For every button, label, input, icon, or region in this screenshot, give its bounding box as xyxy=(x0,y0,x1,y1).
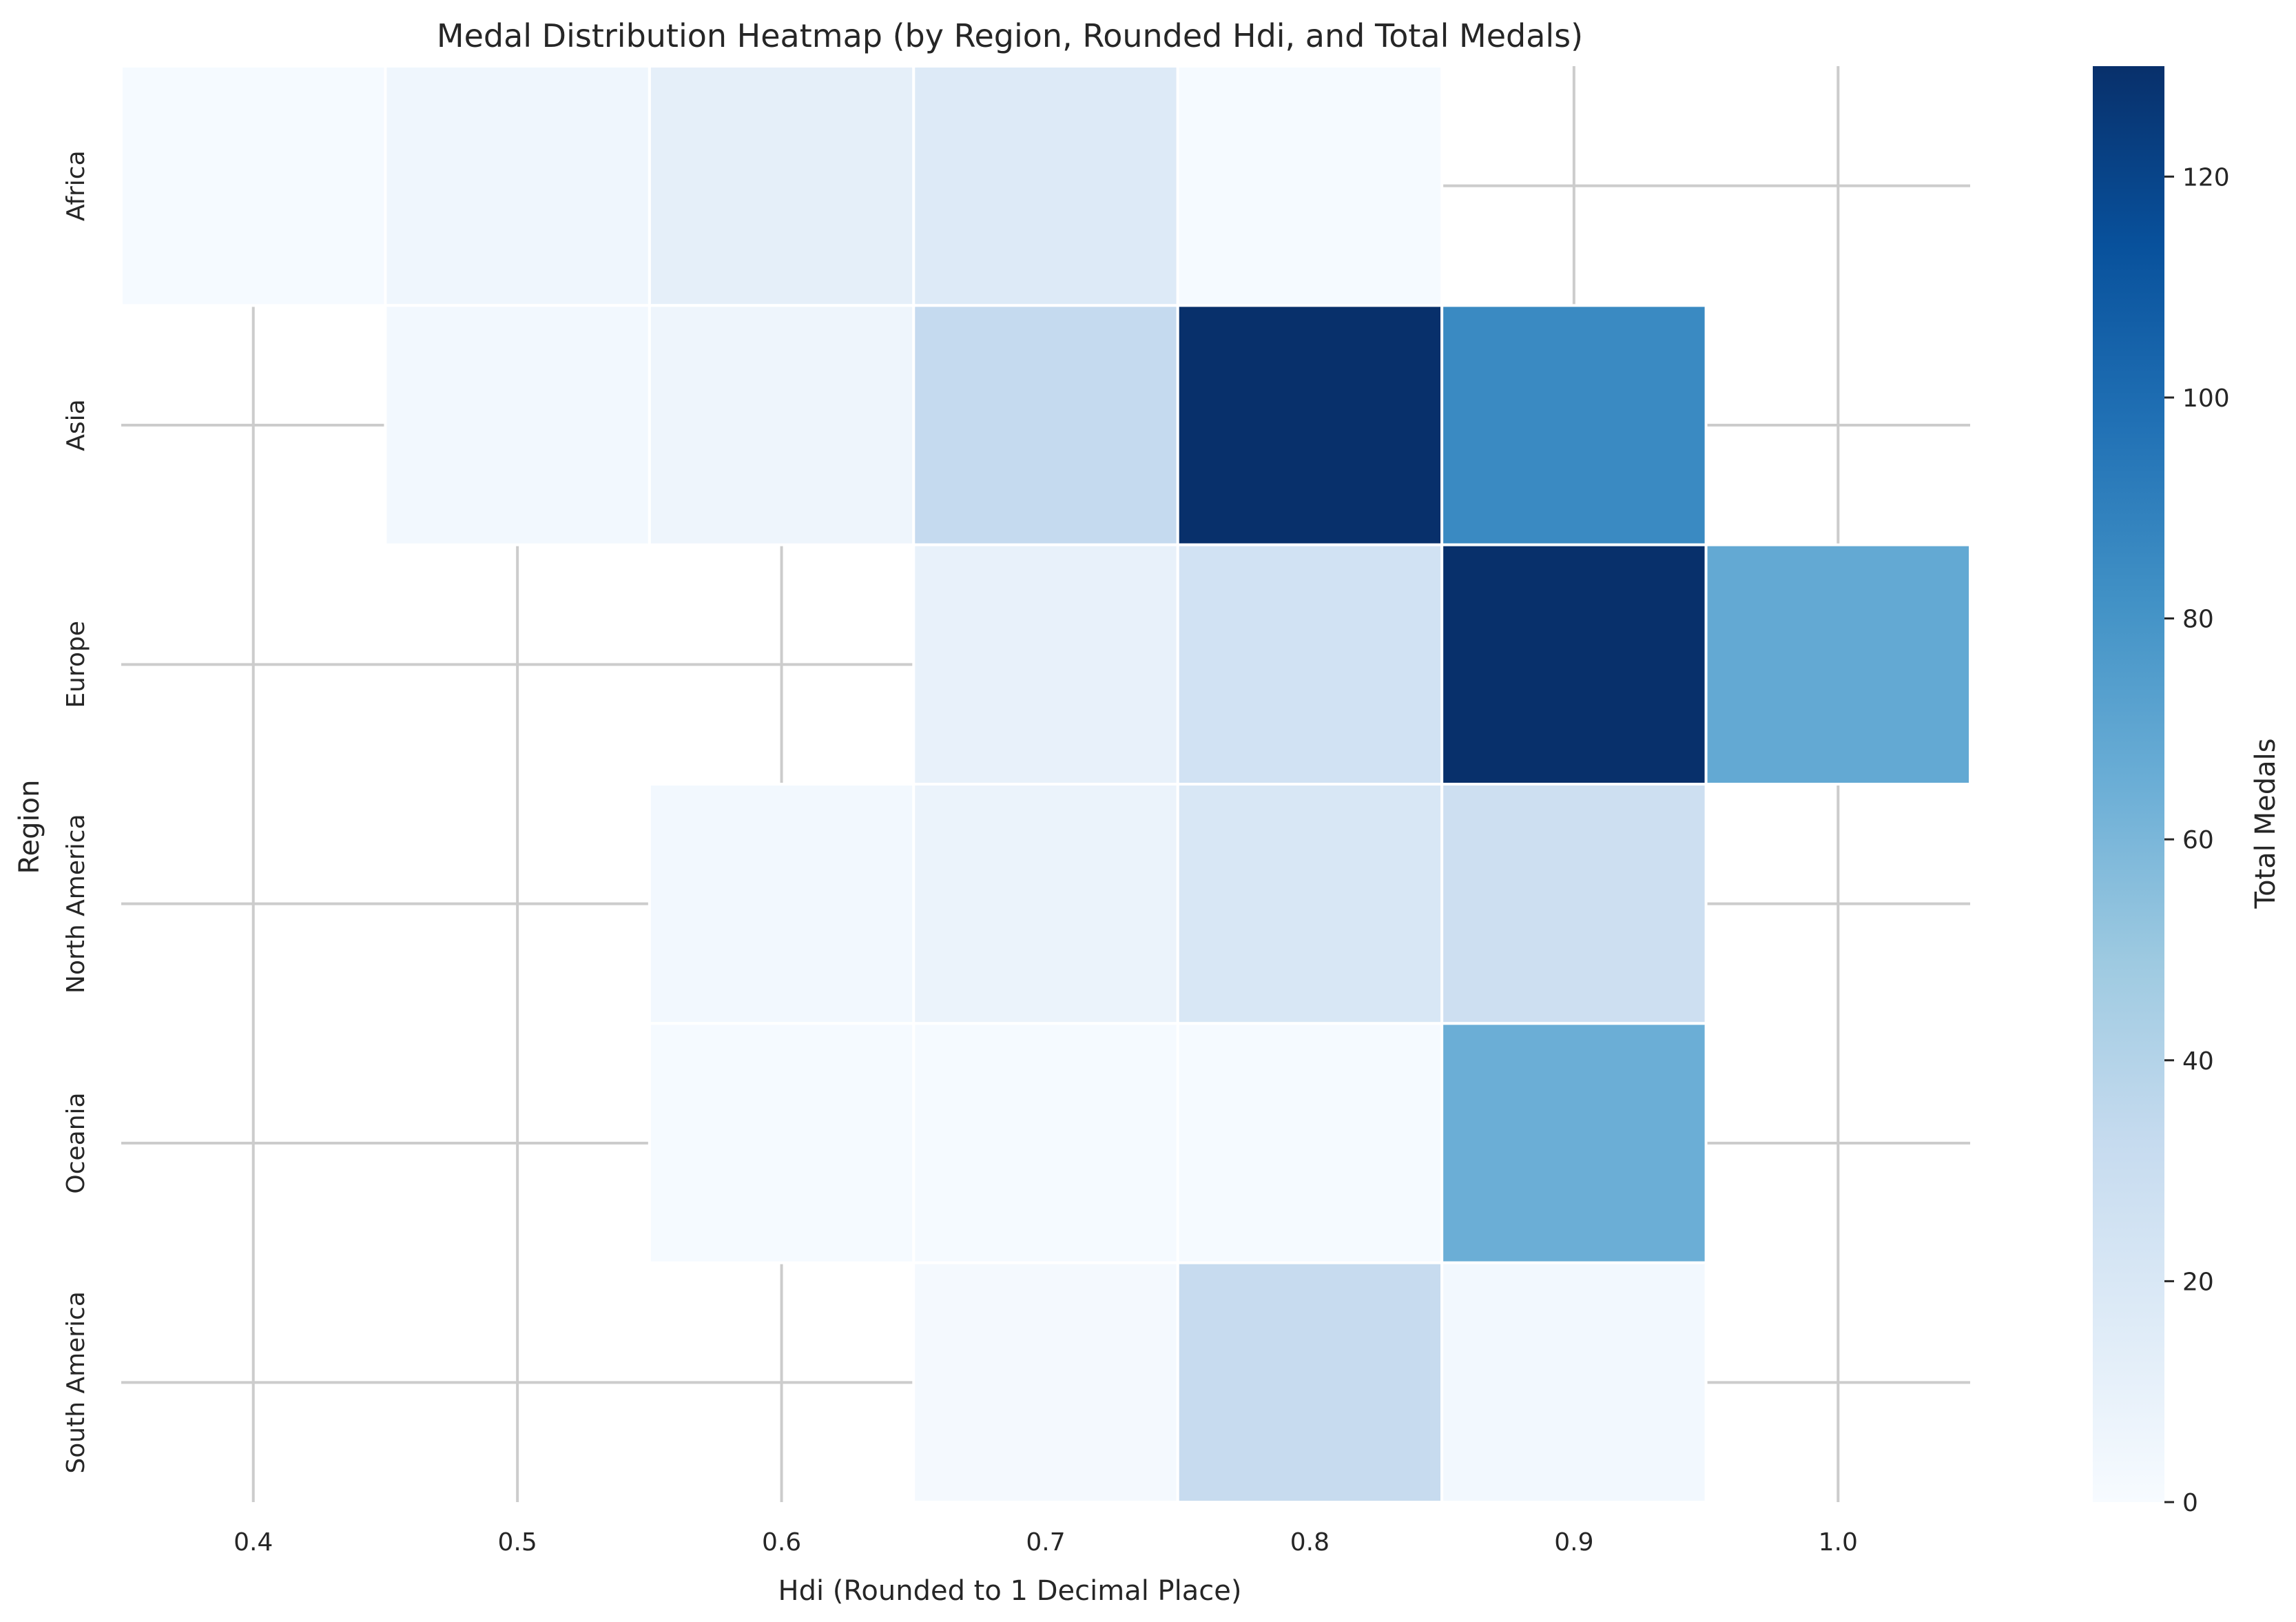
heatmap-cell xyxy=(1176,1261,1444,1503)
colorbar-tick-label: 0 xyxy=(2182,1489,2198,1517)
x-tick-label: 1.0 xyxy=(1819,1528,1858,1557)
heatmap-cell xyxy=(912,65,1179,307)
colorbar-tick-label: 60 xyxy=(2182,826,2214,854)
x-tick-labels: 0.4 0.5 0.6 0.7 0.8 0.9 1.0 xyxy=(234,1528,1858,1557)
y-tick-label: South America xyxy=(62,1291,90,1474)
y-tick-labels: Africa Asia Europe North America Oceania Sout… xyxy=(62,150,90,1473)
heatmap-cell xyxy=(912,1022,1179,1264)
x-tick-label: 0.5 xyxy=(498,1528,537,1557)
colorbar-tick-label: 120 xyxy=(2182,163,2230,192)
heatmap-cell xyxy=(1440,1022,1708,1264)
heatmap-cell xyxy=(1176,543,1444,786)
heatmap-cell xyxy=(120,65,387,307)
colorbar-label: Total Medals xyxy=(2250,738,2282,909)
x-tick-label: 0.9 xyxy=(1554,1528,1593,1557)
heatmap-cell xyxy=(912,1261,1179,1503)
heatmap-cell xyxy=(1440,304,1708,546)
x-tick-label: 0.6 xyxy=(762,1528,801,1557)
y-tick-label: Oceania xyxy=(62,1092,90,1193)
colorbar: 0 20 40 60 80 100 120 xyxy=(2093,66,2230,1517)
y-tick-label: Asia xyxy=(62,399,90,451)
colorbar-ticks: 0 20 40 60 80 100 120 xyxy=(2164,163,2230,1517)
heatmap-cell xyxy=(648,783,916,1025)
y-axis-label: Region xyxy=(14,780,45,874)
colorbar-tick-label: 100 xyxy=(2182,384,2230,413)
heatmap-cell xyxy=(1440,543,1708,786)
colorbar-tick-label: 80 xyxy=(2182,606,2214,634)
y-tick-label: Europe xyxy=(62,621,90,708)
x-tick-label: 0.7 xyxy=(1026,1528,1065,1557)
x-tick-label: 0.8 xyxy=(1290,1528,1330,1557)
heatmap-cell xyxy=(1440,1261,1708,1503)
colorbar-tick-label: 40 xyxy=(2182,1047,2214,1076)
y-tick-label: Africa xyxy=(62,150,90,221)
heatmap-cell xyxy=(648,1022,916,1264)
heatmap-cell xyxy=(1176,304,1444,546)
heatmap-cell xyxy=(384,304,651,546)
heatmap-cell xyxy=(912,783,1179,1025)
heatmap-cell xyxy=(1176,65,1444,307)
chart-title: Medal Distribution Heatmap (by Region, R… xyxy=(437,17,1583,54)
x-tick-label: 0.4 xyxy=(234,1528,273,1557)
heatmap-cell xyxy=(1440,783,1708,1025)
heatmap-cell xyxy=(1176,783,1444,1025)
heatmap-cell xyxy=(912,543,1179,786)
colorbar-tick-label: 20 xyxy=(2182,1268,2214,1296)
x-axis-label: Hdi (Rounded to 1 Decimal Place) xyxy=(778,1575,1242,1607)
heatmap-cell xyxy=(1704,543,1972,786)
heatmap-cell xyxy=(912,304,1179,546)
heatmap-cell xyxy=(1176,1022,1444,1264)
heatmap-cell xyxy=(648,65,916,307)
heatmap-cells xyxy=(120,65,1972,1503)
heatmap-cell xyxy=(384,65,651,307)
colorbar-gradient xyxy=(2093,66,2164,1502)
heatmap-cell xyxy=(648,304,916,546)
y-tick-label: North America xyxy=(62,814,90,994)
